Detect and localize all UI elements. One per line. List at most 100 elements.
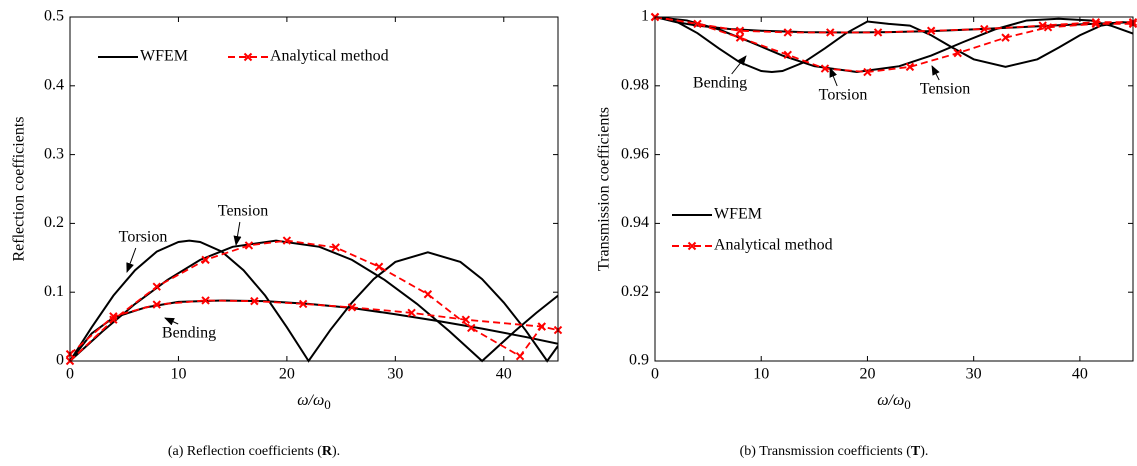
marker	[461, 315, 471, 324]
x-tick-label: 40	[1072, 366, 1088, 383]
x-axis-label-sub: 0	[324, 397, 331, 412]
marker	[347, 303, 357, 312]
x-tick-label: 30	[966, 366, 982, 383]
legend-label: Analytical method	[270, 48, 389, 65]
marker	[826, 28, 835, 37]
y-tick-label: 0.1	[44, 283, 64, 300]
marker	[926, 26, 936, 35]
legend-label: WFEM	[714, 206, 762, 223]
annotation: Torsion	[119, 229, 168, 246]
annotation-arrow	[126, 247, 137, 273]
marker	[152, 300, 161, 309]
marker	[109, 312, 118, 321]
caption-part: T	[911, 444, 921, 459]
caption-part: (b) Transmission coefficients (	[740, 444, 912, 459]
marker	[250, 296, 259, 306]
curve	[655, 16, 1133, 73]
marker	[980, 24, 989, 34]
marker	[783, 28, 792, 37]
annotation-arrow	[164, 317, 179, 326]
annotation-arrow	[931, 65, 940, 81]
x-tick-label: 20	[279, 366, 295, 383]
annotation: Tension	[920, 81, 970, 98]
marker	[1001, 33, 1010, 42]
y-axis-label: Reflection coefficients	[11, 117, 28, 262]
curve	[655, 16, 1133, 74]
curve	[655, 16, 1133, 34]
legend-label: WFEM	[140, 48, 188, 65]
plot-frame	[654, 16, 1134, 362]
legend-marker	[687, 241, 697, 251]
marker	[201, 296, 210, 305]
x-tick-label: 30	[387, 366, 403, 383]
caption-part: R	[322, 444, 333, 459]
marker	[693, 19, 702, 29]
curve	[70, 239, 558, 363]
y-tick-label: 0.94	[621, 214, 649, 231]
plot-frame	[69, 16, 559, 362]
caption: (b) Transmission coefficients (T).	[740, 444, 929, 459]
marker	[374, 262, 384, 271]
annotation: Tension	[218, 203, 268, 220]
y-tick-label: 0.92	[621, 283, 649, 300]
marker	[783, 50, 792, 60]
marker	[282, 236, 292, 245]
marker	[515, 351, 525, 361]
y-tick-label: 0.2	[44, 214, 64, 231]
annotation: Torsion	[819, 87, 868, 104]
marker	[467, 323, 476, 333]
caption-part: (a) Reflection coefficients (	[168, 444, 322, 459]
marker	[423, 290, 433, 299]
y-tick-label: 0.98	[621, 76, 649, 93]
marker	[537, 322, 546, 331]
y-tick-label: 0.5	[44, 8, 64, 25]
annotation-arrow	[731, 55, 747, 75]
marker	[244, 241, 254, 250]
marker	[735, 33, 745, 42]
y-tick-label: 0	[56, 352, 64, 369]
x-tick-label: 10	[753, 366, 769, 383]
annotation-arrow	[829, 67, 838, 87]
marker	[953, 48, 962, 58]
marker	[331, 243, 340, 252]
x-tick-label: 40	[496, 366, 512, 383]
marker	[905, 62, 915, 72]
y-tick-label: 0.4	[44, 76, 64, 93]
x-tick-label: 0	[66, 366, 74, 383]
caption-part: ).	[920, 444, 928, 459]
marker	[863, 67, 872, 77]
marker	[735, 26, 745, 35]
curve	[70, 239, 558, 363]
y-tick-label: 0.96	[621, 145, 649, 162]
x-axis-label-sub: 0	[904, 397, 911, 412]
y-tick-label: 0.3	[44, 145, 64, 162]
marker	[873, 28, 883, 37]
legend-label: Analytical method	[714, 237, 833, 254]
curve	[70, 299, 558, 355]
marker	[152, 282, 161, 291]
x-axis-label: ω/ω0	[297, 392, 331, 412]
legend-marker	[243, 52, 253, 62]
marker	[407, 308, 416, 318]
x-axis-label-main: ω/ω	[877, 392, 904, 409]
curve	[70, 239, 543, 362]
marker	[1038, 21, 1047, 30]
x-tick-label: 10	[170, 366, 186, 383]
caption-part: ).	[332, 444, 340, 459]
y-tick-label: 1	[641, 8, 649, 25]
caption: (a) Reflection coefficients (R).	[168, 444, 340, 459]
y-tick-label: 0.9	[629, 352, 649, 369]
x-tick-label: 20	[859, 366, 875, 383]
x-axis-label: ω/ω0	[877, 392, 911, 412]
marker	[201, 255, 210, 265]
annotation-arrow	[233, 221, 242, 246]
marker	[820, 64, 830, 73]
x-tick-label: 0	[651, 366, 659, 383]
marker	[1091, 17, 1101, 27]
annotation: Bending	[162, 325, 216, 342]
x-axis-label-main: ω/ω	[297, 392, 324, 409]
marker	[298, 299, 308, 309]
annotation: Bending	[693, 75, 747, 92]
y-axis-label: Transmission coefficients	[596, 107, 613, 271]
